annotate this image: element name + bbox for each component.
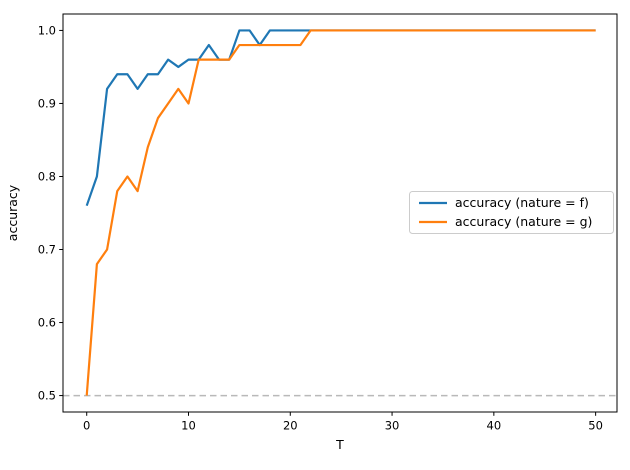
plot-area: 0 10 20 30 40 50 0.5 0.6 0.7 0.8 0.9 1.0: [38, 13, 618, 433]
legend-label-nature-g: accuracy (nature = g): [455, 214, 592, 229]
y-tick-label: 0.8: [38, 169, 56, 183]
series-lines: [85, 29, 596, 396]
series-line-nature-g: [85, 29, 596, 396]
y-tick-label: 1.0: [38, 23, 56, 37]
y-tick-label: 0.5: [38, 389, 56, 403]
y-axis-label: accuracy: [5, 184, 20, 241]
legend-label-nature-f: accuracy (nature = f): [455, 195, 589, 210]
x-tick-label: 30: [385, 419, 400, 433]
legend-box: [409, 191, 614, 234]
x-tick-label: 20: [283, 419, 298, 433]
x-tick-label: 10: [181, 419, 196, 433]
plot-border: [62, 13, 618, 413]
x-axis-ticks: 0 10 20 30 40 50: [83, 412, 603, 433]
y-tick-label: 0.7: [38, 243, 56, 257]
y-tick-label: 0.6: [38, 316, 56, 330]
y-axis-ticks: 0.5 0.6 0.7 0.8 0.9 1.0: [38, 23, 63, 403]
x-axis-label: T: [335, 437, 344, 452]
x-tick-label: 50: [588, 419, 603, 433]
legend: accuracy (nature = f) accuracy (nature =…: [409, 191, 614, 234]
x-tick-label: 0: [83, 419, 90, 433]
y-tick-label: 0.9: [38, 96, 56, 110]
x-tick-label: 40: [487, 419, 502, 433]
